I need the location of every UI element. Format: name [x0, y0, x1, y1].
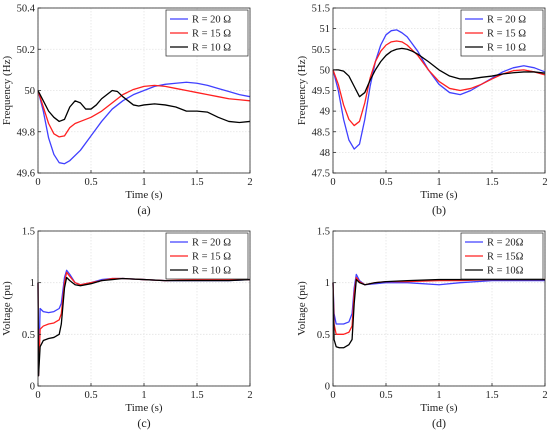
- legend: R = 20 Ω R = 15 Ω R = 10 Ω: [460, 9, 544, 57]
- y-axis-label: Voltage (pu): [296, 281, 308, 336]
- x-tick-label: 0: [330, 177, 335, 188]
- panel-label: (a): [137, 203, 150, 217]
- series-line-2: [37, 276, 251, 377]
- y-tick-label: 51.5: [312, 4, 330, 15]
- x-axis-label: Time (s): [420, 189, 458, 201]
- legend-entry-1: R = 15 Ω: [192, 252, 231, 263]
- y-axis-label: Voltage (pu): [1, 281, 13, 336]
- x-tick-label: 1.5: [190, 177, 203, 188]
- x-tick-label: 2: [542, 390, 547, 401]
- legend-entry-1: R = 15Ω: [487, 252, 524, 263]
- panel-3: 0 0.5 1 1.5 2 0 0.5 1 1.5 Time (s) Voltage (pu) (d)…: [296, 227, 548, 431]
- legend-entry-1: R = 15 Ω: [487, 29, 526, 40]
- y-axis-label: Frequency (Hz): [1, 56, 13, 126]
- x-tick-label: 1: [436, 390, 441, 401]
- legend-entry-0: R = 20 Ω: [487, 15, 526, 26]
- series-line-1: [37, 84, 251, 138]
- y-tick-label: 1.5: [22, 227, 35, 238]
- y-tick-label: 0.5: [317, 330, 330, 341]
- x-tick-label: 1: [436, 177, 441, 188]
- y-tick-label: 0: [30, 382, 35, 393]
- legend-entry-2: R = 10 Ω: [192, 266, 231, 277]
- series-line-1: [332, 40, 546, 127]
- y-tick-label: 47.5: [312, 169, 330, 180]
- x-tick-label: 2: [542, 177, 547, 188]
- legend: R = 20Ω R = 15Ω R = 10Ω: [460, 232, 544, 280]
- y-tick-label: 0: [325, 382, 330, 393]
- panel-label: (d): [432, 416, 446, 430]
- panel-2: 0 0.5 1 1.5 2 0 0.5 1 1.5 Time (s) Voltage (pu) (c)…: [1, 227, 253, 431]
- x-tick-label: 1.5: [485, 390, 498, 401]
- y-tick-label: 48.5: [312, 127, 330, 138]
- y-tick-label: 50.4: [17, 4, 36, 15]
- x-axis-label: Time (s): [125, 189, 163, 201]
- y-tick-label: 1: [325, 278, 330, 289]
- y-tick-label: 51: [320, 24, 331, 35]
- series-line-1: [332, 276, 545, 335]
- x-tick-label: 1: [141, 390, 146, 401]
- x-tick-label: 0.5: [84, 390, 97, 401]
- y-tick-label: 0.5: [22, 330, 35, 341]
- x-tick-label: 0.5: [379, 177, 392, 188]
- y-tick-label: 1.5: [317, 227, 330, 238]
- legend: R = 20 Ω R = 15 Ω R = 10 Ω: [165, 232, 249, 280]
- panel-1: 0 0.5 1 1.5 2 47.5 48 48.5 49 49.5 50 50.5 51 51.5 Tim…: [296, 4, 548, 218]
- series-line-2: [37, 89, 251, 124]
- y-tick-label: 49.8: [17, 127, 35, 138]
- y-tick-label: 49.6: [17, 169, 35, 180]
- x-tick-label: 0: [330, 390, 335, 401]
- panel-label: (b): [432, 203, 446, 217]
- x-axis-label: Time (s): [125, 402, 163, 414]
- x-tick-label: 1: [141, 177, 146, 188]
- x-tick-label: 0: [35, 390, 40, 401]
- series-line-0: [37, 81, 251, 165]
- legend-entry-2: R = 10Ω: [487, 266, 524, 277]
- series-line-2: [333, 47, 546, 98]
- legend-entry-2: R = 10 Ω: [192, 43, 231, 54]
- legend-entry-1: R = 15 Ω: [192, 29, 231, 40]
- x-tick-label: 1.5: [190, 390, 203, 401]
- y-tick-label: 50.2: [17, 45, 35, 56]
- y-tick-label: 49.5: [312, 86, 330, 97]
- x-tick-label: 2: [247, 390, 252, 401]
- panel-label: (c): [137, 416, 150, 430]
- x-tick-label: 2: [247, 177, 252, 188]
- legend-entry-0: R = 20Ω: [487, 238, 524, 249]
- y-axis-label: Frequency (Hz): [296, 56, 308, 126]
- legend-entry-0: R = 20 Ω: [192, 238, 231, 249]
- x-tick-label: 0.5: [379, 390, 392, 401]
- y-tick-label: 50: [320, 65, 331, 76]
- x-tick-label: 0.5: [84, 177, 97, 188]
- y-tick-label: 1: [30, 278, 35, 289]
- series-line-2: [332, 278, 545, 349]
- y-tick-label: 50: [25, 86, 36, 97]
- legend: R = 20 Ω R = 15 Ω R = 10 Ω: [165, 9, 249, 57]
- panel-0: 0 0.5 1 1.5 2 49.6 49.8 50 50.2 50.4 Time (s) Frequ…: [1, 4, 253, 218]
- legend-entry-2: R = 10 Ω: [487, 43, 526, 54]
- x-axis-label: Time (s): [420, 402, 458, 414]
- y-tick-label: 49: [320, 107, 331, 118]
- y-tick-label: 50.5: [312, 45, 330, 56]
- x-tick-label: 1.5: [485, 177, 498, 188]
- x-tick-label: 0: [35, 177, 40, 188]
- y-tick-label: 48: [320, 148, 331, 159]
- legend-entry-0: R = 20 Ω: [192, 15, 231, 26]
